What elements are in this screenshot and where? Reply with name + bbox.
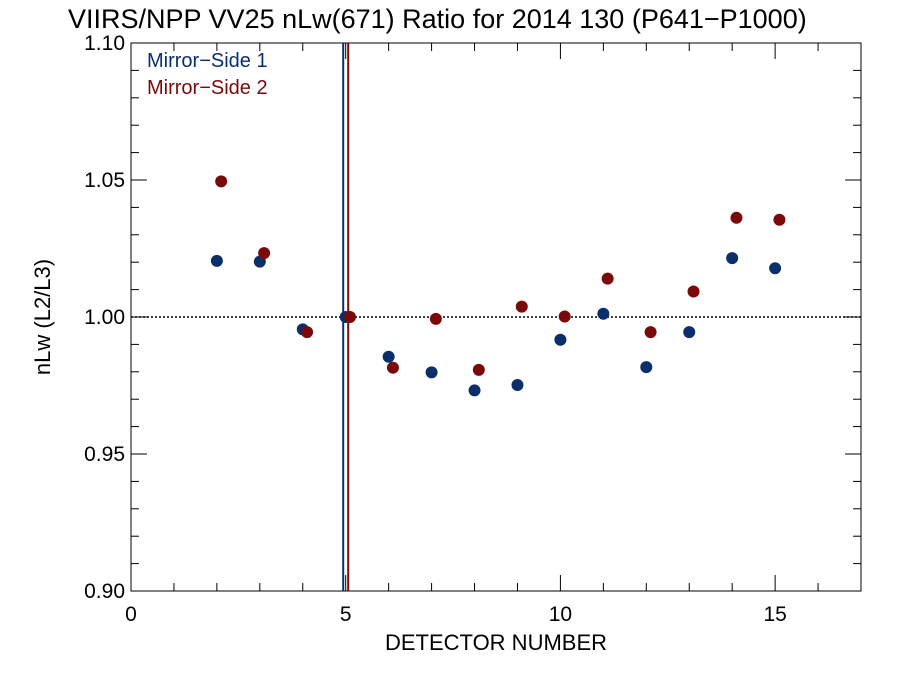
x-axis-label: DETECTOR NUMBER: [385, 630, 607, 655]
mirror-side-2-point: [301, 326, 314, 339]
y-tick-label: 1.05: [84, 169, 125, 192]
x-tick-label: 0: [125, 603, 137, 626]
mirror-side-1-point: [640, 361, 653, 374]
mirror-side-2-point: [773, 213, 786, 226]
mirror-side-2-point: [515, 300, 528, 313]
mirror-side-2-point: [644, 326, 657, 339]
x-tick-label: 10: [549, 603, 572, 626]
mirror-side-1-point: [726, 252, 739, 265]
mirror-side-2-point: [601, 272, 614, 285]
mirror-side-2-point: [558, 310, 571, 323]
mirror-side-1-point: [769, 262, 782, 275]
mirror-side-2-point: [344, 311, 356, 323]
mirror-side-1-point: [468, 384, 481, 397]
y-tick-label: 0.90: [84, 580, 125, 603]
x-tick-label: 15: [763, 603, 786, 626]
mirror-side-1-point: [382, 350, 395, 363]
legend-entry: Mirror−Side 2: [147, 77, 268, 99]
mirror-side-2-point: [429, 312, 442, 325]
mirror-side-1-point: [683, 326, 696, 339]
mirror-side-2-point: [730, 211, 743, 224]
mirror-side-2-point: [472, 363, 485, 376]
mirror-side-1-point: [554, 333, 567, 346]
mirror-side-1-point: [425, 366, 438, 379]
mirror-side-2-point: [215, 175, 228, 188]
mirror-side-2-point: [386, 361, 399, 374]
y-tick-label: 1.10: [84, 32, 125, 55]
y-tick-label: 1.00: [84, 306, 125, 329]
y-tick-label: 0.95: [84, 443, 125, 466]
mirror-side-2-point: [687, 285, 700, 298]
y-axis-label: nLw (L2/L3): [30, 259, 55, 375]
x-tick-label: 5: [340, 603, 352, 626]
legend-entry: Mirror−Side 1: [147, 50, 268, 72]
mirror-side-1-point: [210, 254, 223, 267]
chart-title: VIIRS/NPP VV25 nLw(671) Ratio for 2014 1…: [68, 4, 807, 34]
mirror-side-1-point: [597, 307, 610, 320]
mirror-side-1-point: [511, 378, 524, 391]
mirror-side-2-point: [258, 247, 271, 260]
